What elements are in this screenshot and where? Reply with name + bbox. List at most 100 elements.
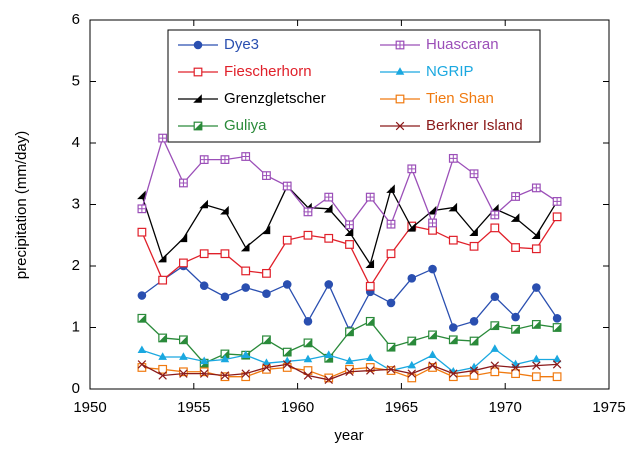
marker <box>449 323 458 332</box>
marker-part <box>199 199 208 209</box>
marker <box>179 352 188 360</box>
marker-part <box>193 40 203 50</box>
marker-part <box>158 334 167 342</box>
marker <box>303 354 313 363</box>
marker <box>323 204 333 213</box>
marker <box>395 121 405 131</box>
marker <box>158 371 167 380</box>
marker <box>220 155 230 165</box>
marker <box>262 268 271 278</box>
y-tick-label: 5 <box>72 72 80 89</box>
marker-part <box>407 274 417 283</box>
marker-part <box>303 371 313 380</box>
marker <box>241 350 250 358</box>
marker <box>407 360 417 369</box>
marker <box>262 335 271 345</box>
marker <box>220 205 229 215</box>
marker-part <box>365 281 375 291</box>
marker-part <box>194 122 202 130</box>
marker-part <box>490 367 500 377</box>
marker-part <box>428 350 437 358</box>
marker <box>531 230 541 240</box>
marker <box>395 67 405 75</box>
marker <box>137 204 147 214</box>
y-axis-label: precipitation (mm/day) <box>13 131 30 279</box>
marker <box>490 223 500 233</box>
marker-part <box>262 289 271 298</box>
marker <box>386 366 396 375</box>
marker-part <box>490 204 499 213</box>
marker-part <box>220 292 230 302</box>
marker-part <box>158 352 167 360</box>
marker-part <box>324 193 333 201</box>
marker-part <box>179 352 188 360</box>
marker <box>490 210 500 220</box>
marker <box>532 283 541 292</box>
marker <box>407 164 417 174</box>
marker <box>199 356 209 365</box>
marker <box>386 342 396 352</box>
marker-part <box>193 94 202 103</box>
marker <box>137 227 147 237</box>
marker <box>511 192 520 201</box>
marker <box>220 292 230 302</box>
marker-part <box>303 354 313 363</box>
marker <box>365 353 375 362</box>
legend-label: Berkner Island <box>426 117 523 134</box>
marker-part <box>199 281 209 290</box>
marker <box>199 281 209 290</box>
marker <box>193 40 203 50</box>
marker-part <box>221 155 229 164</box>
marker <box>262 289 271 298</box>
marker-part <box>324 280 334 289</box>
marker-part <box>552 360 562 369</box>
marker-part <box>387 343 395 351</box>
x-axis-label: year <box>334 427 363 444</box>
marker <box>428 225 437 235</box>
marker-part <box>469 227 478 236</box>
marker <box>386 365 396 374</box>
marker <box>386 249 396 259</box>
marker <box>199 369 209 378</box>
x-tick-label: 1965 <box>385 399 418 416</box>
marker <box>428 350 437 358</box>
marker-part <box>407 369 417 378</box>
x-tick-label: 1955 <box>177 399 210 416</box>
marker-part <box>221 350 229 358</box>
marker <box>531 244 541 254</box>
marker-part <box>262 268 271 278</box>
marker <box>469 366 479 375</box>
marker <box>469 227 478 236</box>
marker <box>395 40 405 50</box>
marker <box>303 338 313 348</box>
marker-part <box>200 359 208 367</box>
marker <box>532 354 541 363</box>
marker-part <box>283 348 292 356</box>
marker <box>531 372 541 382</box>
marker-part <box>220 249 230 259</box>
y-tick-label: 0 <box>72 380 80 397</box>
marker <box>282 347 292 357</box>
marker-part <box>262 364 271 374</box>
y-tick-label: 4 <box>72 134 80 151</box>
marker-part <box>137 227 147 237</box>
marker-part <box>179 179 188 187</box>
marker <box>137 345 147 354</box>
marker-part <box>262 363 271 372</box>
marker <box>490 367 500 377</box>
marker <box>345 327 354 337</box>
marker <box>531 183 541 193</box>
marker <box>345 356 354 365</box>
marker <box>511 369 520 379</box>
marker <box>179 258 188 268</box>
marker-part <box>303 230 313 240</box>
marker <box>282 181 292 191</box>
marker <box>345 367 354 377</box>
marker <box>262 171 271 180</box>
marker <box>303 230 313 240</box>
y-tick-label: 6 <box>72 11 80 28</box>
marker-part <box>304 208 312 216</box>
marker <box>241 369 250 378</box>
legend-label: Tien Shan <box>426 90 494 107</box>
marker <box>490 292 500 302</box>
